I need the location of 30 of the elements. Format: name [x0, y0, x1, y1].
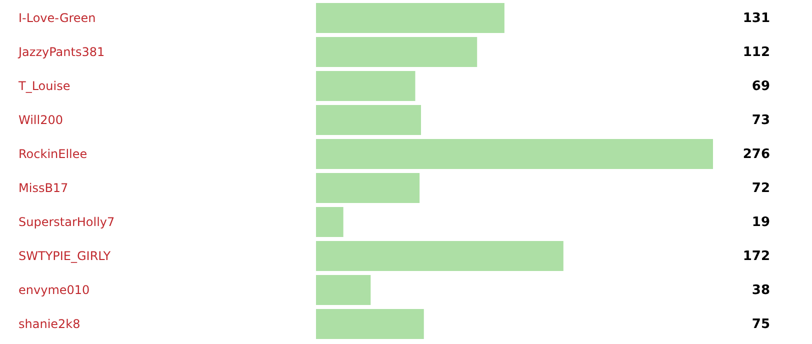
data-label: 69: [752, 79, 770, 94]
bar: [316, 37, 478, 67]
y-tick-label: SWTYPIE_GIRLY: [18, 249, 112, 263]
y-tick-label: MissB17: [18, 181, 68, 195]
y-tick-label: Will200: [18, 113, 64, 127]
data-label: 19: [752, 215, 770, 230]
bar: [316, 71, 416, 101]
bar: [316, 173, 420, 203]
y-tick-label: RockinEllee: [18, 147, 88, 161]
data-label: 276: [742, 147, 770, 162]
bar: [316, 105, 422, 135]
bar: [316, 241, 564, 271]
data-label: 75: [752, 317, 770, 332]
y-tick-label: JazzyPants381: [18, 45, 105, 59]
data-label: 73: [752, 113, 770, 128]
data-label: 172: [742, 249, 770, 264]
y-tick-label: shanie2k8: [18, 317, 80, 331]
data-label: 72: [752, 181, 770, 196]
bar: [316, 309, 424, 339]
bar: [316, 3, 504, 33]
y-tick-label: I-Love-Green: [18, 11, 96, 25]
y-tick-label: envyme010: [18, 283, 90, 297]
y-tick-label: T_Louise: [18, 79, 70, 93]
bar: [316, 275, 371, 305]
bar: [316, 207, 344, 237]
bar: [316, 139, 713, 169]
y-tick-label: SuperstarHolly7: [18, 215, 115, 229]
data-label: 38: [752, 283, 770, 298]
data-label: 112: [742, 45, 770, 60]
data-label: 131: [742, 11, 770, 26]
